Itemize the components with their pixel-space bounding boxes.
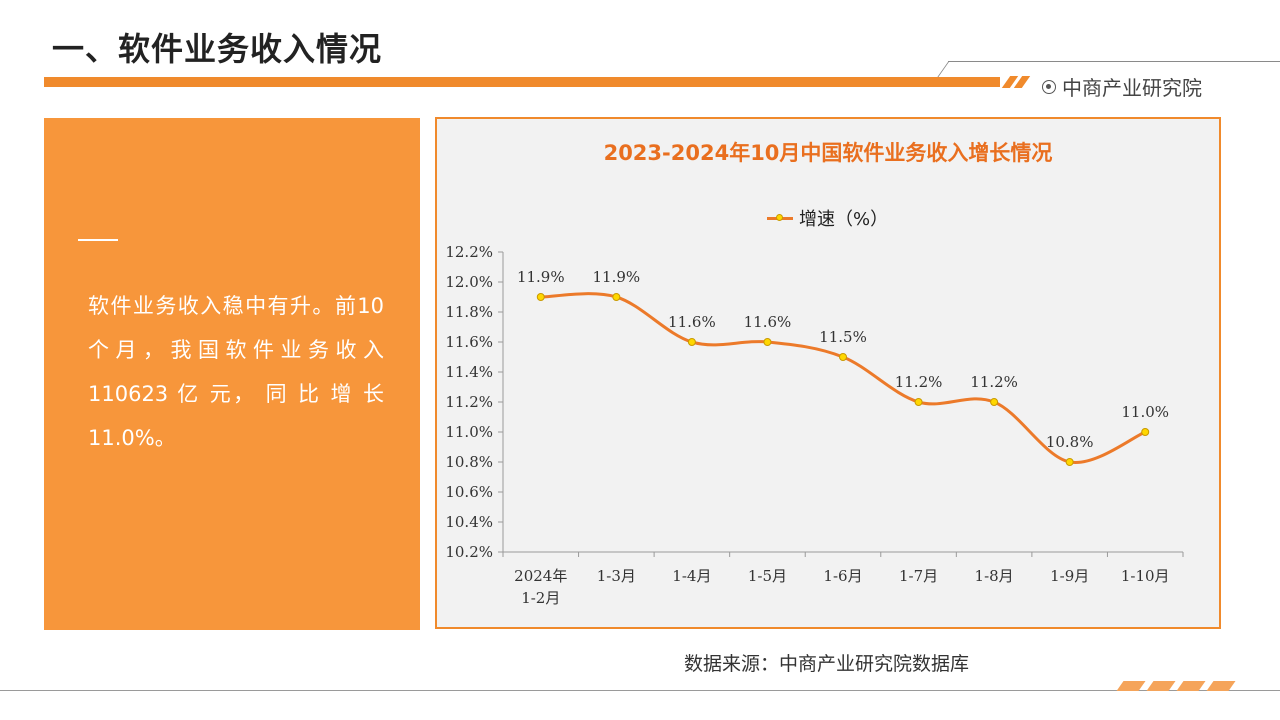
x-tick-label: 1-4月: [672, 567, 711, 585]
data-label: 11.5%: [819, 328, 867, 346]
x-tick-label: 1-7月: [899, 567, 938, 585]
data-point: [612, 293, 621, 301]
y-tick-label: 11.4%: [445, 363, 493, 381]
data-label: 11.6%: [744, 313, 792, 331]
data-label: 11.0%: [1121, 403, 1169, 421]
x-tick-label: 2024年 1-2月: [514, 567, 567, 607]
x-tick-label: 1-10月: [1121, 567, 1170, 585]
data-label: 11.2%: [970, 373, 1018, 391]
y-tick-label: 11.2%: [445, 393, 493, 411]
y-tick-label: 10.8%: [445, 453, 493, 471]
y-tick-label: 11.8%: [445, 303, 493, 321]
y-tick-label: 10.4%: [445, 513, 493, 531]
x-tick-label: 1-9月: [1050, 567, 1089, 585]
header-divider-slash: [937, 61, 950, 77]
summary-panel: 软件业务收入稳中有升。前10个月，我国软件业务收入110623 亿 元， 同 比…: [44, 118, 420, 630]
data-point: [914, 398, 923, 406]
panel-rule: [78, 239, 118, 241]
data-point: [763, 338, 772, 346]
brand: 中商产业研究院: [1042, 72, 1202, 101]
y-tick-label: 10.6%: [445, 483, 493, 501]
x-tick-label: 1-5月: [748, 567, 787, 585]
data-label: 11.2%: [895, 373, 943, 391]
x-tick-label: 1-6月: [823, 567, 862, 585]
data-label: 11.9%: [593, 268, 641, 286]
x-tick-label: 1-8月: [975, 567, 1014, 585]
y-tick-label: 11.0%: [445, 423, 493, 441]
legend-line-marker-icon: [767, 212, 793, 224]
data-label: 11.9%: [517, 268, 565, 286]
x-tick-label: 1-3月: [597, 567, 636, 585]
data-point: [1141, 428, 1150, 436]
y-tick-label: 10.2%: [445, 543, 493, 561]
line-chart: 10.2% 10.4% 10.6% 10.8% 11.0% 11.2% 11.4% 11.6%…: [445, 243, 1184, 607]
data-point: [839, 353, 847, 361]
data-point: [1065, 458, 1074, 466]
brand-name: 中商产业研究院: [1062, 76, 1202, 100]
page-title: 一、软件业务收入情况: [52, 30, 383, 68]
legend-label: 增速（%）: [799, 209, 889, 230]
data-source: 数据来源：中商产业研究院数据库: [684, 653, 970, 675]
data-label: 10.8%: [1046, 433, 1094, 451]
summary-text: 软件业务收入稳中有升。前10个月，我国软件业务收入110623 亿 元， 同 比…: [88, 294, 384, 450]
chart-container: 2023-2024年10月中国软件业务收入增长情况 增速（%） 10.2% 10.…: [435, 117, 1221, 629]
data-point: [687, 338, 696, 346]
data-point: [990, 398, 999, 406]
y-tick-label: 12.0%: [445, 273, 493, 291]
footer-divider: [0, 690, 1280, 691]
series-line: [540, 292, 1146, 465]
data-label: 11.6%: [668, 313, 716, 331]
y-tick-label: 11.6%: [445, 333, 493, 351]
chart-legend: 增速（%）: [767, 205, 888, 231]
title-underline-bar: [44, 77, 1000, 87]
chart-title: 2023-2024年10月中国软件业务收入增长情况: [603, 141, 1053, 165]
header-divider: [948, 61, 1280, 62]
brand-logo-icon: [1042, 79, 1056, 94]
data-point: [536, 293, 545, 301]
y-tick-label: 12.2%: [445, 243, 493, 261]
